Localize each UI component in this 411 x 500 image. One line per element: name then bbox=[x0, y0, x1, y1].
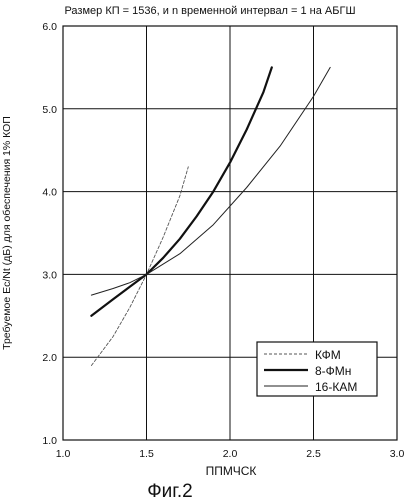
x-axis-label: ППМЧСК bbox=[206, 464, 257, 478]
x-tick-label: 1.0 bbox=[56, 448, 71, 460]
x-tick-label: 2.5 bbox=[306, 448, 321, 460]
legend: КФМ 8-ФМн 16-КАМ bbox=[257, 342, 377, 396]
y-axis-label: Требуемое Ec/Nt (дБ) для обеспечения 1% … bbox=[1, 116, 13, 350]
series-line-1 bbox=[91, 167, 188, 366]
x-tick-label: 2.0 bbox=[223, 448, 238, 460]
y-tick-label: 4.0 bbox=[42, 187, 57, 199]
figure-caption: Фиг.2 bbox=[147, 481, 193, 500]
x-tick-label: 1.5 bbox=[139, 448, 154, 460]
legend-label-3: 16-КАМ bbox=[315, 380, 357, 394]
x-tick-labels: 1.0 1.5 2.0 2.5 3.0 bbox=[56, 448, 405, 460]
y-tick-labels: 1.0 2.0 3.0 4.0 5.0 6.0 bbox=[42, 21, 57, 447]
series-line-3 bbox=[91, 67, 330, 295]
series-lines bbox=[91, 67, 330, 365]
y-tick-label: 3.0 bbox=[42, 269, 57, 281]
legend-label-2: 8-ФМн bbox=[315, 364, 351, 378]
x-tick-label: 3.0 bbox=[390, 448, 405, 460]
legend-label-1: КФМ bbox=[315, 348, 341, 362]
chart-title: Размер КП = 1536, и n временной интервал… bbox=[64, 5, 355, 17]
y-tick-label: 5.0 bbox=[42, 104, 57, 116]
y-tick-label: 2.0 bbox=[42, 352, 57, 364]
y-tick-label: 1.0 bbox=[42, 435, 57, 447]
y-tick-label: 6.0 bbox=[42, 21, 57, 33]
